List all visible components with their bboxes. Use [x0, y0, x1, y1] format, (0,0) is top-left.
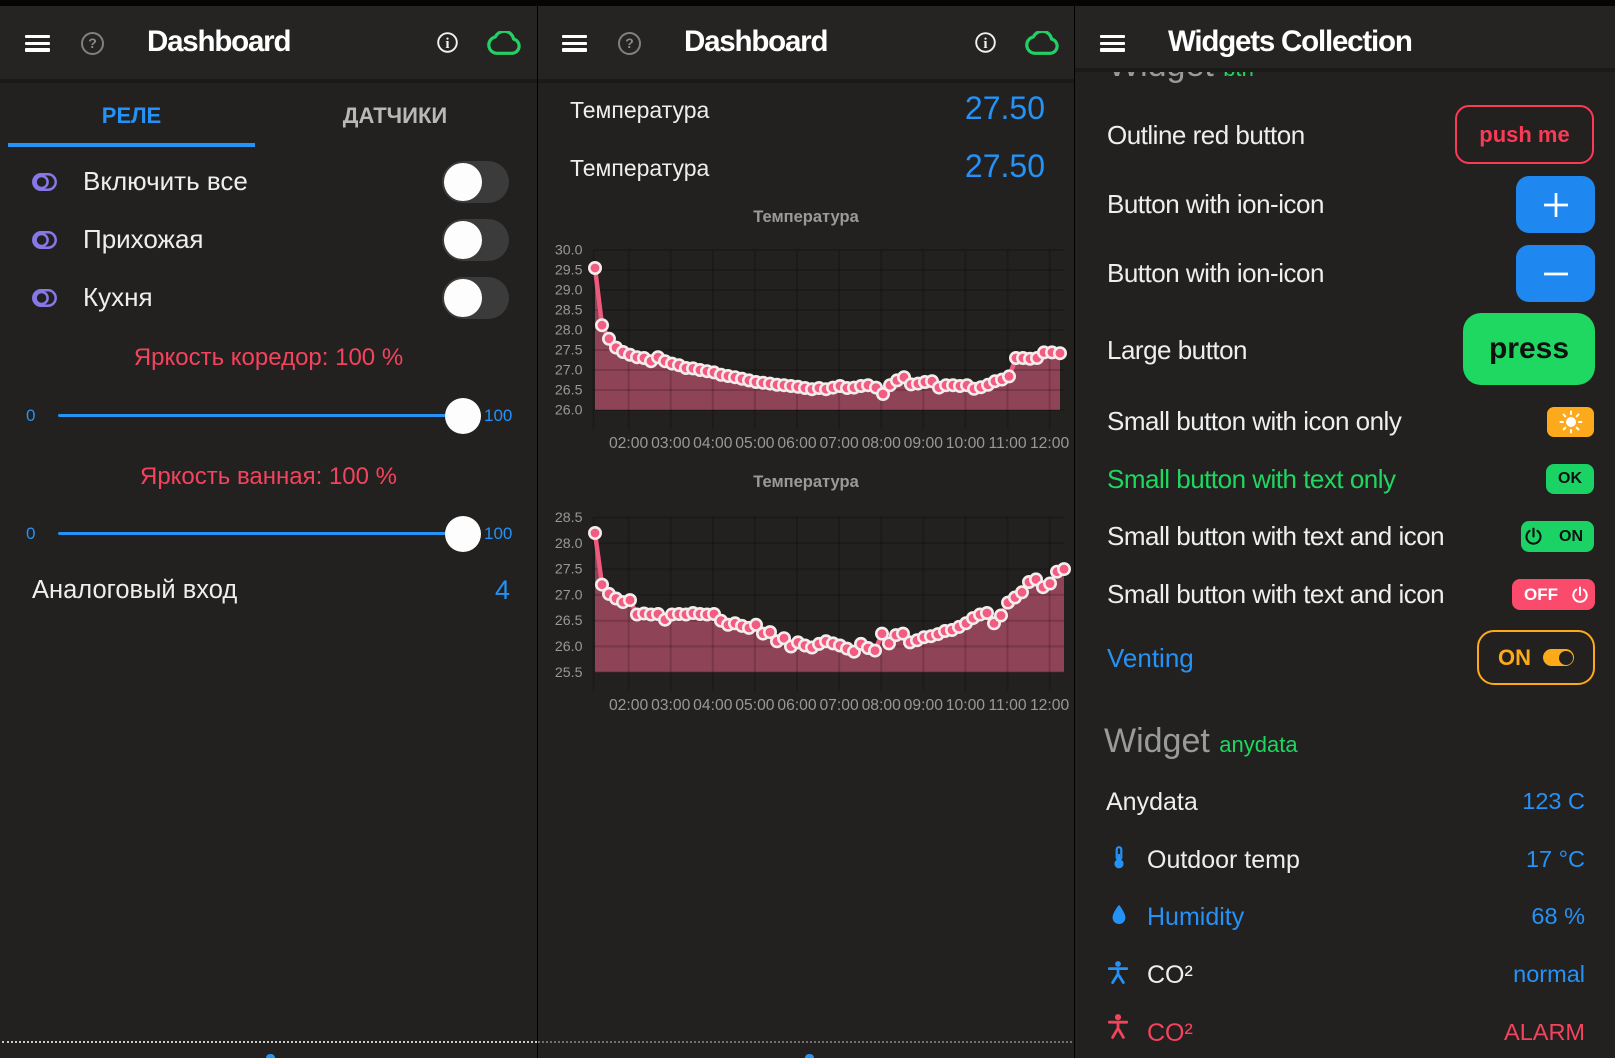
svg-text:28.0: 28.0: [555, 536, 583, 552]
svg-text:05:00: 05:00: [735, 697, 775, 714]
svg-text:09:00: 09:00: [904, 697, 944, 714]
svg-text:28.0: 28.0: [555, 323, 583, 339]
svg-text:30.0: 30.0: [555, 243, 583, 259]
svg-text:i: i: [983, 36, 987, 52]
svg-text:26.5: 26.5: [555, 383, 583, 399]
svg-text:25.5: 25.5: [555, 665, 583, 681]
svg-text:29.5: 29.5: [555, 263, 583, 279]
svg-text:05:00: 05:00: [735, 435, 775, 452]
svg-text:02:00: 02:00: [609, 435, 649, 452]
svg-text:12:00: 12:00: [1030, 435, 1070, 452]
svg-text:26.5: 26.5: [555, 613, 583, 629]
svg-text:10:00: 10:00: [946, 435, 986, 452]
svg-text:11:00: 11:00: [988, 435, 1026, 452]
svg-text:i: i: [445, 36, 449, 52]
svg-text:06:00: 06:00: [777, 697, 817, 714]
svg-text:03:00: 03:00: [651, 435, 691, 452]
svg-text:27.0: 27.0: [555, 363, 583, 379]
svg-text:27.5: 27.5: [555, 343, 583, 359]
svg-text:04:00: 04:00: [693, 435, 733, 452]
svg-text:10:00: 10:00: [946, 697, 986, 714]
svg-text:26.0: 26.0: [555, 639, 583, 655]
svg-text:12:00: 12:00: [1030, 697, 1070, 714]
svg-text:28.5: 28.5: [555, 510, 583, 526]
svg-text:03:00: 03:00: [651, 697, 691, 714]
svg-text:02:00: 02:00: [609, 697, 649, 714]
svg-text:27.0: 27.0: [555, 587, 583, 603]
svg-text:08:00: 08:00: [862, 697, 902, 714]
svg-text:27.5: 27.5: [555, 562, 583, 578]
svg-text:29.0: 29.0: [555, 283, 583, 299]
svg-text:06:00: 06:00: [777, 435, 817, 452]
svg-text:09:00: 09:00: [904, 435, 944, 452]
svg-text:26.0: 26.0: [555, 403, 583, 419]
svg-text:28.5: 28.5: [555, 303, 583, 319]
svg-text:07:00: 07:00: [819, 435, 859, 452]
svg-text:04:00: 04:00: [693, 697, 733, 714]
svg-text:07:00: 07:00: [819, 697, 859, 714]
svg-text:08:00: 08:00: [862, 435, 902, 452]
svg-text:11:00: 11:00: [988, 697, 1026, 714]
